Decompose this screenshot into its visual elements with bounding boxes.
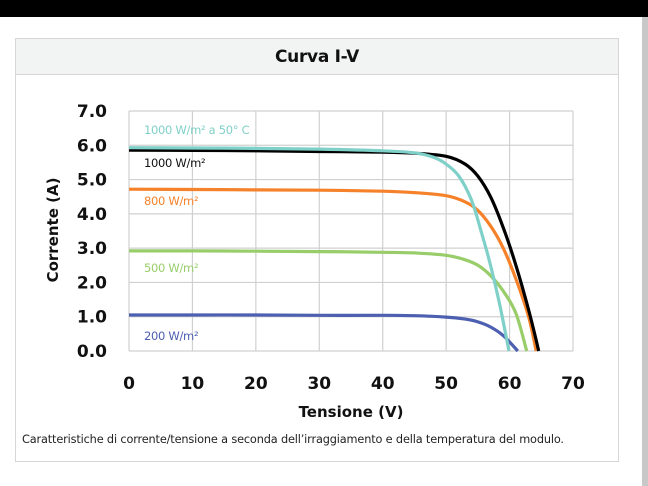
y-tick-label: 5.0	[77, 171, 107, 191]
y-tick-label: 2.0	[77, 273, 107, 293]
x-tick-label: 50	[434, 374, 458, 394]
x-tick-label: 40	[371, 374, 395, 394]
series-line-0	[128, 146, 511, 352]
x-tick-labels: 0 10 20 30 40 50 60 70	[123, 374, 585, 394]
series-label: 200 W/m²	[144, 329, 198, 343]
series-line-3	[128, 249, 529, 352]
series-labels: 1000 W/m² a 50° C 1000 W/m² 800 W/m² 500 W/…	[144, 123, 250, 343]
x-tick-label: 0	[123, 374, 135, 394]
scrollbar[interactable]	[642, 17, 648, 486]
x-axis-title: Tensione (V)	[299, 403, 404, 421]
y-tick-label: 3.0	[77, 239, 107, 259]
x-tick-label: 60	[498, 374, 522, 394]
series-lines	[128, 146, 541, 353]
series-label: 1000 W/m²	[144, 156, 205, 170]
series-label: 1000 W/m² a 50° C	[144, 123, 250, 137]
x-tick-label: 10	[181, 374, 205, 394]
x-tick-label: 20	[244, 374, 268, 394]
chart-caption: Caratteristiche di corrente/tensione a s…	[22, 433, 564, 446]
y-tick-labels: 0.0 1.0 2.0 3.0 4.0 5.0 6.0 7.0	[77, 102, 107, 362]
card-header: Curva I-V	[16, 39, 618, 75]
top-bar	[0, 0, 648, 17]
series-label: 800 W/m²	[144, 194, 198, 208]
y-tick-label: 7.0	[77, 102, 107, 122]
y-tick-label: 1.0	[77, 308, 107, 328]
y-tick-label: 6.0	[77, 136, 107, 156]
chart-title: Curva I-V	[274, 46, 360, 67]
x-tick-label: 30	[307, 374, 331, 394]
series-label: 500 W/m²	[144, 261, 198, 275]
y-tick-label: 4.0	[77, 205, 107, 225]
x-tick-label: 70	[561, 374, 585, 394]
series-line-4	[129, 313, 519, 353]
y-tick-label: 0.0	[77, 342, 107, 362]
series-line-1	[128, 148, 541, 352]
series-line-2	[128, 187, 538, 352]
y-axis-title: Corrente (A)	[44, 178, 62, 283]
